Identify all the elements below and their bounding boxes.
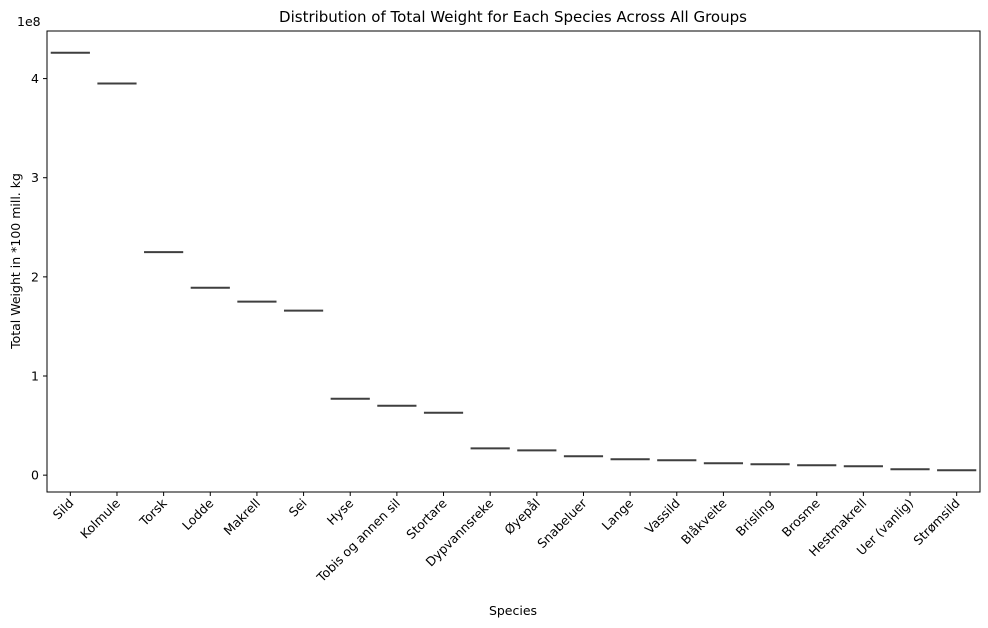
x-tick-label: Snabeluer	[534, 495, 590, 551]
x-tick-label: Lange	[599, 495, 637, 533]
y-tick-label: 1	[31, 369, 39, 384]
x-tick-label: Sei	[286, 496, 310, 520]
x-tick-label: Brisling	[733, 496, 776, 539]
y-axis-label: Total Weight in *100 mill. kg	[8, 173, 23, 350]
y-axis-offset-label: 1e8	[17, 14, 41, 29]
x-tick-label: Blåkveite	[678, 495, 730, 547]
y-tick-label: 3	[31, 170, 39, 185]
y-tick-label: 4	[31, 71, 39, 86]
chart-title: Distribution of Total Weight for Each Sp…	[279, 8, 747, 26]
x-axis-label: Species	[489, 603, 537, 618]
x-tick-label: Strømsild	[910, 496, 962, 548]
x-tick-label: Vassild	[642, 496, 683, 537]
x-tick-label: Torsk	[136, 495, 171, 530]
x-tick-label: Sild	[50, 496, 77, 523]
x-tick-label: Kolmule	[77, 495, 123, 541]
x-tick-label: Hyse	[324, 495, 357, 528]
x-tick-label: Makrell	[220, 496, 263, 539]
box-marks	[50, 51, 977, 472]
y-tick-label: 2	[31, 269, 39, 284]
x-axis-ticks: Sild Kolmule Torsk Lodde Makrell Sei HyseTobis…	[50, 492, 963, 585]
y-tick-label: 0	[31, 468, 39, 483]
x-tick-label: Brosme	[779, 495, 823, 539]
plot-area	[46, 30, 981, 493]
x-tick-label: Øyepål	[501, 496, 543, 538]
x-tick-label: Lodde	[179, 495, 217, 533]
y-axis-ticks: 0 1 2 3 4	[31, 71, 47, 483]
x-tick-label: Stortare	[403, 495, 450, 542]
x-tick-label: Tobis og annen sil	[313, 496, 403, 586]
